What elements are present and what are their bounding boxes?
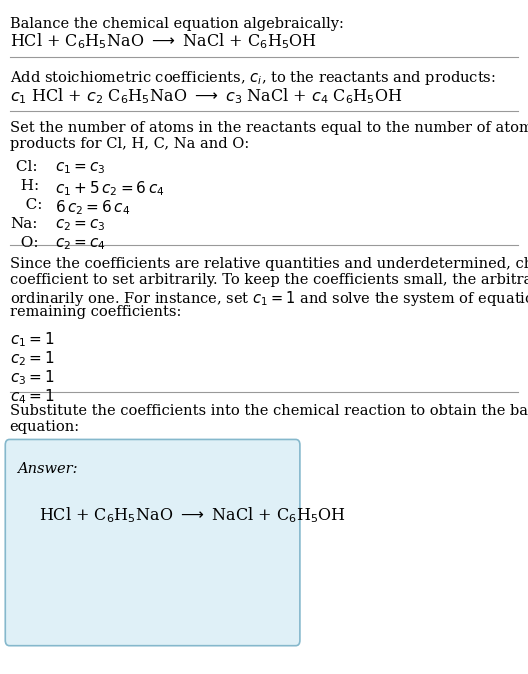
Text: Substitute the coefficients into the chemical reaction to obtain the balanced: Substitute the coefficients into the che… bbox=[10, 404, 528, 419]
Text: $6\,c_2 = 6\,c_4$: $6\,c_2 = 6\,c_4$ bbox=[55, 198, 130, 217]
Text: O:: O: bbox=[11, 236, 38, 250]
Text: $c_4 = 1$: $c_4 = 1$ bbox=[10, 387, 54, 406]
Text: ordinarily one. For instance, set $c_1 = 1$ and solve the system of equations fo: ordinarily one. For instance, set $c_1 =… bbox=[10, 289, 528, 308]
Text: Set the number of atoms in the reactants equal to the number of atoms in the: Set the number of atoms in the reactants… bbox=[10, 121, 528, 135]
Text: $c_2 = c_3$: $c_2 = c_3$ bbox=[55, 217, 106, 233]
Text: Since the coefficients are relative quantities and underdetermined, choose a: Since the coefficients are relative quan… bbox=[10, 257, 528, 272]
Text: coefficient to set arbitrarily. To keep the coefficients small, the arbitrary va: coefficient to set arbitrarily. To keep … bbox=[10, 274, 528, 287]
FancyBboxPatch shape bbox=[5, 439, 300, 646]
Text: H:: H: bbox=[11, 179, 39, 193]
Text: $c_2 = 1$: $c_2 = 1$ bbox=[10, 349, 54, 368]
Text: Cl:: Cl: bbox=[11, 160, 37, 175]
Text: $c_3 = 1$: $c_3 = 1$ bbox=[10, 368, 54, 387]
Text: Balance the chemical equation algebraically:: Balance the chemical equation algebraica… bbox=[10, 17, 343, 31]
Text: equation:: equation: bbox=[10, 421, 80, 434]
Text: $c_2 = c_4$: $c_2 = c_4$ bbox=[55, 236, 106, 251]
Text: HCl + C$_6$H$_5$NaO $\longrightarrow$ NaCl + C$_6$H$_5$OH: HCl + C$_6$H$_5$NaO $\longrightarrow$ Na… bbox=[39, 506, 345, 525]
Text: $c_1 = c_3$: $c_1 = c_3$ bbox=[55, 160, 106, 176]
Text: $c_1 + 5\,c_2 = 6\,c_4$: $c_1 + 5\,c_2 = 6\,c_4$ bbox=[55, 179, 165, 198]
Text: Add stoichiometric coefficients, $c_i$, to the reactants and products:: Add stoichiometric coefficients, $c_i$, … bbox=[10, 69, 495, 87]
Text: Na:: Na: bbox=[11, 217, 38, 231]
Text: products for Cl, H, C, Na and O:: products for Cl, H, C, Na and O: bbox=[10, 137, 249, 151]
Text: Answer:: Answer: bbox=[17, 462, 78, 476]
Text: HCl + C$_6$H$_5$NaO $\longrightarrow$ NaCl + C$_6$H$_5$OH: HCl + C$_6$H$_5$NaO $\longrightarrow$ Na… bbox=[10, 32, 316, 51]
Text: $c_1$ HCl + $c_2$ C$_6$H$_5$NaO $\longrightarrow$ $c_3$ NaCl + $c_4$ C$_6$H$_5$O: $c_1$ HCl + $c_2$ C$_6$H$_5$NaO $\longri… bbox=[10, 86, 402, 106]
Text: $c_1 = 1$: $c_1 = 1$ bbox=[10, 330, 54, 349]
Text: remaining coefficients:: remaining coefficients: bbox=[10, 305, 181, 319]
Text: C:: C: bbox=[11, 198, 42, 212]
